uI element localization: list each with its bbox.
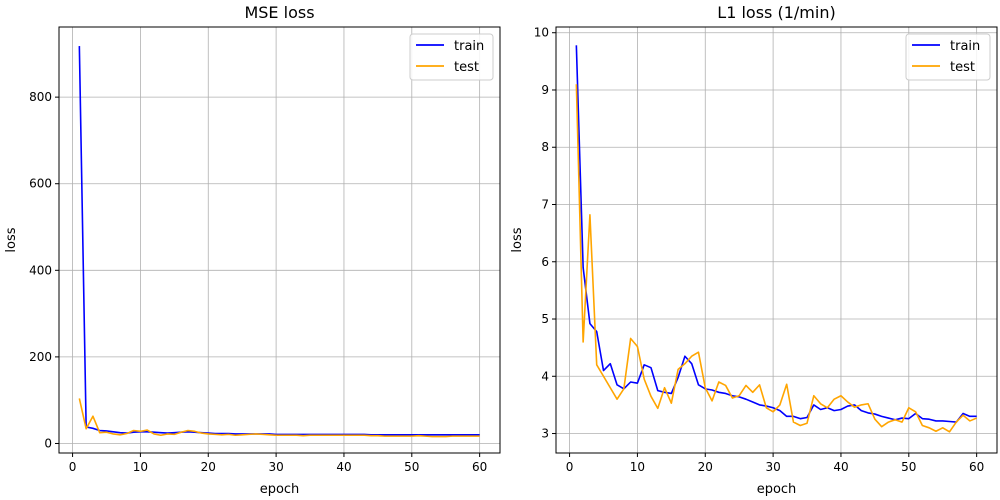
l1-x-axis-label: epoch: [757, 482, 797, 497]
mse-y-tick-label: 400: [29, 263, 52, 277]
l1-series: [575, 45, 977, 433]
mse-chart-title: MSE loss: [244, 3, 314, 22]
l1-y-ticks: 3 4 5 6 7 8 9 10: [534, 26, 556, 441]
mse-x-ticks: 0 10 20 30 40 50 60: [69, 453, 487, 474]
mse-legend-test-label: test: [454, 60, 479, 75]
l1-x-tick-label: 30: [765, 460, 780, 474]
mse-x-tick-label: 0: [69, 460, 77, 474]
l1-y-tick-label: 10: [534, 26, 549, 40]
mse-x-tick-label: 30: [268, 460, 283, 474]
mse-series: [78, 46, 480, 438]
mse-y-tick-label: 600: [29, 177, 52, 191]
l1-x-tick-label: 40: [833, 460, 848, 474]
mse-x-tick-label: 50: [404, 460, 419, 474]
l1-x-tick-label: 20: [698, 460, 713, 474]
mse-test-line: [78, 398, 480, 438]
mse-y-tick-label: 200: [29, 350, 52, 364]
mse-grid: [59, 27, 500, 453]
l1-legend-train-label: train: [950, 39, 980, 54]
l1-y-axis-label: loss: [510, 227, 525, 252]
l1-x-tick-label: 10: [630, 460, 645, 474]
l1-chart-title: L1 loss (1/min): [717, 3, 835, 22]
l1-legend-test-label: test: [950, 60, 975, 75]
l1-grid: [556, 27, 997, 453]
l1-plot-frame: [555, 26, 998, 454]
l1-y-tick-label: 6: [541, 255, 549, 269]
mse-y-tick-label: 0: [44, 436, 52, 450]
mse-plot-frame: [58, 26, 501, 454]
l1-y-tick-label: 8: [541, 140, 549, 154]
l1-y-tick-label: 3: [541, 427, 549, 441]
mse-x-tick-label: 40: [336, 460, 351, 474]
mse-train-line: [78, 46, 480, 436]
mse-legend-train-label: train: [454, 39, 484, 54]
mse-x-tick-label: 20: [201, 460, 216, 474]
mse-y-ticks: 0 200 400 600 800: [29, 90, 59, 450]
l1-y-tick-label: 4: [541, 369, 549, 383]
mse-x-axis-label: epoch: [260, 482, 300, 497]
l1-y-tick-label: 5: [541, 312, 549, 326]
mse-y-tick-label: 800: [29, 90, 52, 104]
l1-legend: train test: [905, 33, 991, 81]
mse-x-tick-label: 60: [472, 460, 487, 474]
l1-x-tick-label: 0: [566, 460, 574, 474]
l1-x-tick-label: 50: [901, 460, 916, 474]
mse-legend: train test: [409, 33, 494, 81]
l1-y-tick-label: 7: [541, 198, 549, 212]
mse-x-tick-label: 10: [133, 460, 148, 474]
l1-x-tick-label: 60: [969, 460, 984, 474]
l1-y-tick-label: 9: [541, 83, 549, 97]
mse-y-axis-label: loss: [4, 227, 19, 252]
mse-loss-panel: 0 10 20 30 40 50 60 0 200 400 600 800 MSE loss epo…: [4, 3, 501, 497]
l1-test-line: [575, 84, 977, 433]
l1-x-ticks: 0 10 20 30 40 50 60: [566, 453, 984, 474]
